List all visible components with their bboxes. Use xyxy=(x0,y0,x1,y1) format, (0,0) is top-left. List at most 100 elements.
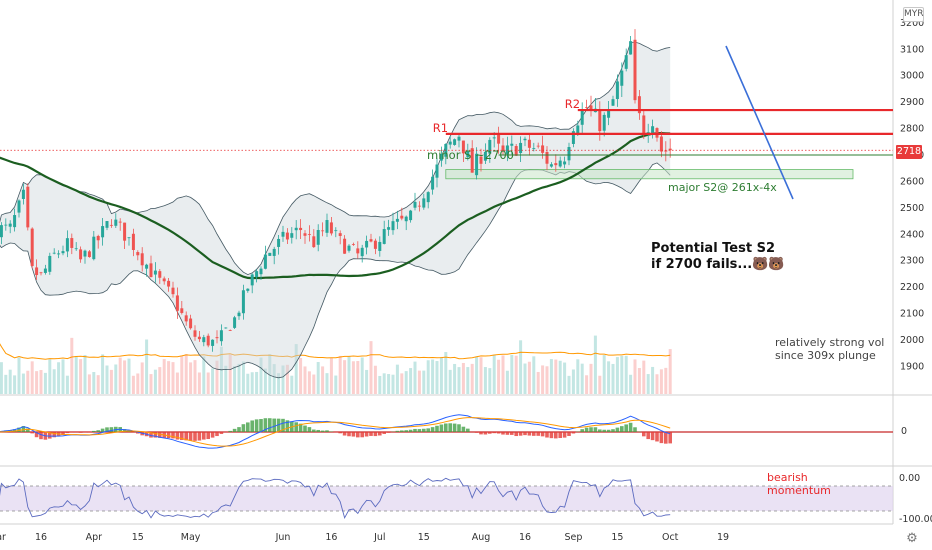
volume-bar xyxy=(224,365,228,394)
candle-body xyxy=(356,248,360,254)
price-tick-label: 2100 xyxy=(900,309,924,320)
candle-body xyxy=(307,233,311,235)
settings-gear-icon[interactable]: ⚙ xyxy=(906,531,918,546)
volume-bar xyxy=(246,373,250,394)
macd-histogram-bar xyxy=(241,424,246,432)
price-tick-label: 2400 xyxy=(900,229,924,240)
candle-body xyxy=(105,221,109,228)
volume-bar xyxy=(171,362,175,394)
macd-histogram-bar xyxy=(254,419,259,432)
macd-pane xyxy=(0,414,893,449)
volume-bar xyxy=(659,369,663,394)
support-resistance-levels[interactable]: R2 R1 minor S ~2700 xyxy=(0,97,893,162)
volume-bar xyxy=(589,363,593,394)
support-zone xyxy=(445,169,854,180)
volume-bar xyxy=(237,363,241,394)
volume-pane xyxy=(0,335,672,394)
candle-body xyxy=(290,233,294,238)
candle-body xyxy=(360,247,364,257)
volume-bar xyxy=(422,370,426,394)
macd-histogram-bar xyxy=(351,432,356,437)
volume-bar xyxy=(13,375,17,394)
candle-body xyxy=(453,139,457,145)
candle-body xyxy=(343,238,347,254)
candle-body xyxy=(118,221,122,223)
volume-bar xyxy=(193,360,197,394)
volume-bar xyxy=(629,374,633,394)
macd-histogram-bar xyxy=(369,432,373,436)
volume-bar xyxy=(497,359,501,394)
volume-bar xyxy=(523,363,527,394)
volume-bar xyxy=(563,362,567,394)
macd-histogram-bar xyxy=(426,428,430,432)
volume-bar xyxy=(215,360,219,394)
macd-histogram-bar xyxy=(171,432,175,439)
momentum-note-line-1: bearish xyxy=(767,471,808,484)
volume-bar xyxy=(373,365,377,394)
candle-body xyxy=(387,227,391,230)
volume-bar xyxy=(263,368,267,394)
macd-histogram-bar xyxy=(518,432,523,436)
macd-histogram-bar xyxy=(21,426,26,432)
volume-ma-line xyxy=(0,343,671,360)
volume-bar xyxy=(26,370,30,394)
macd-histogram-bar xyxy=(452,423,457,432)
candle-body xyxy=(598,110,602,132)
candle-body xyxy=(558,160,562,167)
volume-bar xyxy=(184,354,188,394)
macd-histogram-bar xyxy=(532,432,536,436)
last-price-badge: 2718 xyxy=(896,145,922,159)
volume-bar xyxy=(571,369,575,394)
candle-body xyxy=(514,146,518,156)
candle-body xyxy=(567,147,571,161)
volume-bar xyxy=(334,375,338,394)
candle-body xyxy=(48,255,52,272)
level-label: R2 xyxy=(565,97,580,111)
candle-body xyxy=(510,143,514,146)
volume-bar xyxy=(593,335,597,394)
macd-histogram-bar xyxy=(285,420,290,432)
candle-body xyxy=(347,245,351,251)
macd-histogram-bar xyxy=(105,427,109,432)
candle-body xyxy=(303,233,307,236)
volume-bar xyxy=(466,367,470,394)
volume-bar xyxy=(351,361,355,394)
candle-body xyxy=(523,138,527,141)
volume-bar xyxy=(250,372,254,394)
volume-bar xyxy=(439,357,443,394)
macd-histogram-bar xyxy=(501,432,505,435)
axes: 3200310030002900280027002600250024002300… xyxy=(0,18,932,543)
candle-body xyxy=(373,240,377,249)
candle-body xyxy=(285,232,289,240)
volume-bar xyxy=(145,339,149,394)
volume-bar xyxy=(567,375,571,394)
candle-body xyxy=(193,330,197,337)
macd-histogram-bar xyxy=(320,430,325,432)
downtrend-line xyxy=(725,45,794,200)
volume-bar xyxy=(475,356,479,394)
macd-histogram-bar xyxy=(650,432,655,441)
macd-histogram-bar xyxy=(395,430,400,432)
volume-bar xyxy=(17,357,21,394)
candle-body xyxy=(382,229,386,244)
candle-body xyxy=(629,41,633,55)
trend-line[interactable] xyxy=(725,45,794,200)
volume-bar xyxy=(620,355,624,394)
candle-body xyxy=(149,263,153,278)
macd-histogram-bar xyxy=(461,426,466,432)
candle-body xyxy=(563,161,567,165)
volume-bar xyxy=(21,373,25,394)
candle-body xyxy=(215,337,219,339)
candle-body xyxy=(123,222,127,241)
volume-bar xyxy=(576,359,580,394)
candle-body xyxy=(96,235,100,241)
macd-histogram-bar xyxy=(294,422,298,432)
candle-body xyxy=(554,163,558,166)
volume-bar xyxy=(624,355,628,394)
candle-body xyxy=(576,125,580,134)
candlesticks[interactable] xyxy=(0,29,672,352)
macd-histogram-bar xyxy=(386,432,391,433)
candle-body xyxy=(219,330,223,342)
candle-body xyxy=(461,140,465,154)
